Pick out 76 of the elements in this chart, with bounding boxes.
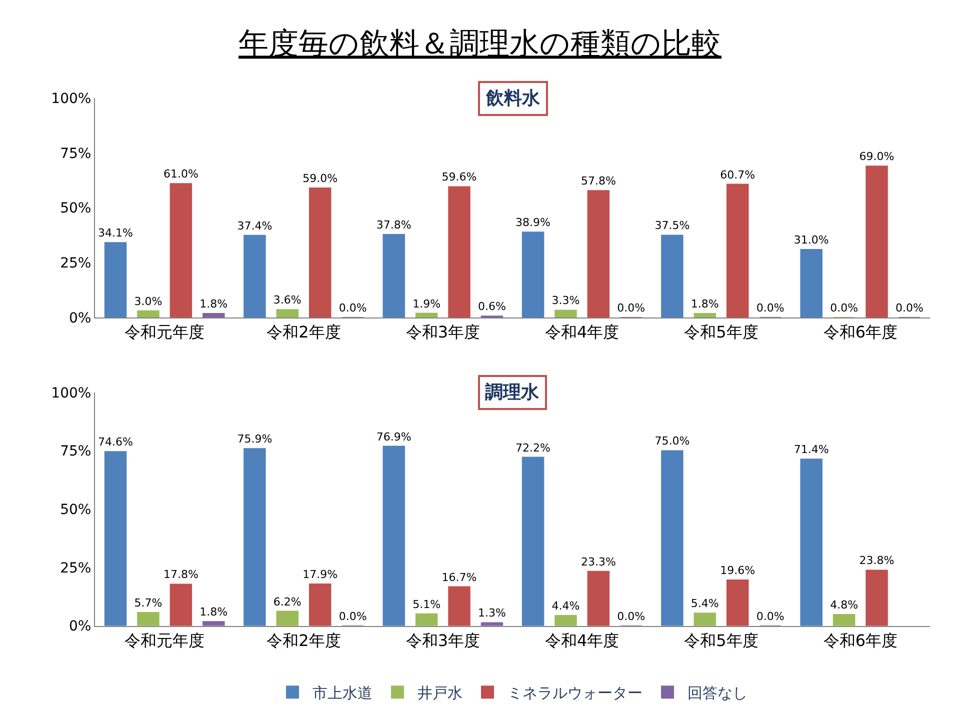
y-tick-label: 100% bbox=[51, 385, 92, 402]
y-tick-label: 75% bbox=[60, 444, 92, 460]
data-label: 76.9% bbox=[376, 430, 412, 444]
x-tick-label: 令和5年度 bbox=[684, 322, 758, 342]
data-label: 61.0% bbox=[163, 168, 198, 181]
data-label: 1.8% bbox=[690, 298, 719, 311]
legend-label: 回答なし bbox=[688, 684, 748, 702]
data-label: 1.9% bbox=[412, 297, 441, 310]
data-label: 71.4% bbox=[794, 443, 829, 456]
x-tick-label: 令和6年度 bbox=[823, 630, 898, 650]
data-label: 72.2% bbox=[516, 441, 551, 454]
data-label: 1.8% bbox=[200, 298, 228, 311]
x-tick-label: 令和3年度 bbox=[406, 630, 480, 650]
x-tick-label: 令和3年度 bbox=[406, 322, 480, 342]
x-tick-label: 令和2年度 bbox=[266, 630, 341, 650]
data-label: 0.6% bbox=[478, 300, 506, 314]
legend-label: 井戸水 bbox=[418, 684, 462, 702]
data-label: 0.0% bbox=[830, 301, 858, 314]
x-tick-label: 令和元年度 bbox=[124, 630, 205, 650]
data-label: 17.9% bbox=[302, 568, 338, 581]
y-tick-label: 0% bbox=[68, 618, 92, 635]
y-tick-label: 75% bbox=[60, 146, 92, 162]
data-label: 31.0% bbox=[794, 233, 829, 246]
data-label: 0.0% bbox=[338, 301, 367, 314]
chart-title: 調理水 bbox=[485, 382, 540, 403]
data-label: 5.4% bbox=[690, 597, 719, 610]
y-tick-label: 100% bbox=[51, 90, 92, 107]
data-label: 3.3% bbox=[552, 294, 580, 308]
legend-label: 市上水道 bbox=[312, 684, 372, 702]
data-label: 75.0% bbox=[654, 434, 690, 448]
data-label: 16.7% bbox=[442, 570, 477, 584]
data-label: 19.6% bbox=[720, 564, 756, 578]
data-label: 3.6% bbox=[273, 294, 302, 307]
data-label: 75.9% bbox=[237, 432, 272, 446]
data-label: 59.0% bbox=[302, 172, 338, 186]
y-tick-label: 50% bbox=[60, 502, 92, 518]
data-label: 23.8% bbox=[859, 554, 894, 568]
chart-title: 年度毎の飲料＆調理水の種類の比較 bbox=[238, 26, 722, 62]
x-tick-label: 令和4年度 bbox=[544, 322, 620, 342]
data-label: 37.5% bbox=[654, 219, 690, 232]
data-label: 60.7% bbox=[720, 168, 756, 182]
legend-label: ミネラルウォーター bbox=[508, 684, 642, 702]
chart-subtitle: 飲料水 bbox=[485, 88, 541, 109]
data-label: 0.0% bbox=[617, 610, 646, 623]
data-label: 23.3% bbox=[580, 555, 616, 568]
data-label: 57.8% bbox=[580, 174, 616, 188]
data-label: 5.1% bbox=[412, 598, 441, 611]
data-label: 74.6% bbox=[98, 436, 134, 449]
data-label: 3.0% bbox=[134, 294, 162, 308]
y-tick-label: 25% bbox=[60, 560, 92, 576]
data-label: 6.2% bbox=[273, 595, 302, 608]
x-tick-label: 令和2年度 bbox=[266, 322, 341, 342]
data-label: 0.0% bbox=[617, 301, 646, 314]
x-tick-label: 令和6年度 bbox=[823, 322, 898, 342]
x-tick-label: 令和5年度 bbox=[684, 630, 758, 650]
data-label: 37.4% bbox=[237, 219, 272, 232]
data-label: 37.8% bbox=[376, 218, 412, 232]
data-label: 0.0% bbox=[756, 610, 784, 623]
data-label: 0.0% bbox=[756, 301, 784, 314]
data-label: 17.8% bbox=[163, 568, 198, 582]
data-label: 0.0% bbox=[895, 301, 924, 314]
data-label: 59.6% bbox=[442, 170, 477, 184]
y-tick-label: 0% bbox=[68, 310, 92, 326]
y-tick-label: 50% bbox=[60, 200, 92, 217]
data-label: 1.8% bbox=[200, 606, 228, 619]
data-label: 34.1% bbox=[98, 226, 134, 240]
data-label: 4.8% bbox=[830, 598, 858, 612]
data-label: 4.4% bbox=[552, 600, 580, 612]
x-tick-label: 令和元年度 bbox=[124, 322, 205, 342]
x-tick-label: 令和4年度 bbox=[544, 630, 620, 650]
y-tick-label: 25% bbox=[60, 256, 92, 272]
data-label: 0.0% bbox=[338, 610, 367, 623]
data-label: 69.0% bbox=[859, 150, 894, 164]
data-label: 1.3% bbox=[478, 606, 506, 620]
data-label: 38.9% bbox=[516, 216, 551, 230]
data-label: 5.7% bbox=[134, 596, 162, 610]
